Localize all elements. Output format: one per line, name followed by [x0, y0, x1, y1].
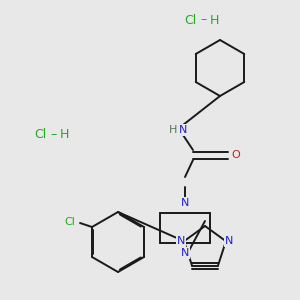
Text: N: N [181, 248, 189, 258]
Text: Cl: Cl [64, 217, 76, 227]
Text: –: – [201, 14, 207, 26]
Text: H: H [59, 128, 69, 142]
Text: H: H [169, 125, 177, 135]
Text: N: N [179, 125, 187, 135]
Text: N: N [177, 236, 185, 246]
Text: O: O [232, 150, 240, 160]
Text: –: – [51, 128, 57, 142]
Text: Cl: Cl [184, 14, 196, 26]
Text: N: N [181, 198, 189, 208]
Text: Cl: Cl [34, 128, 46, 142]
Text: N: N [225, 236, 233, 246]
Text: H: H [209, 14, 219, 26]
